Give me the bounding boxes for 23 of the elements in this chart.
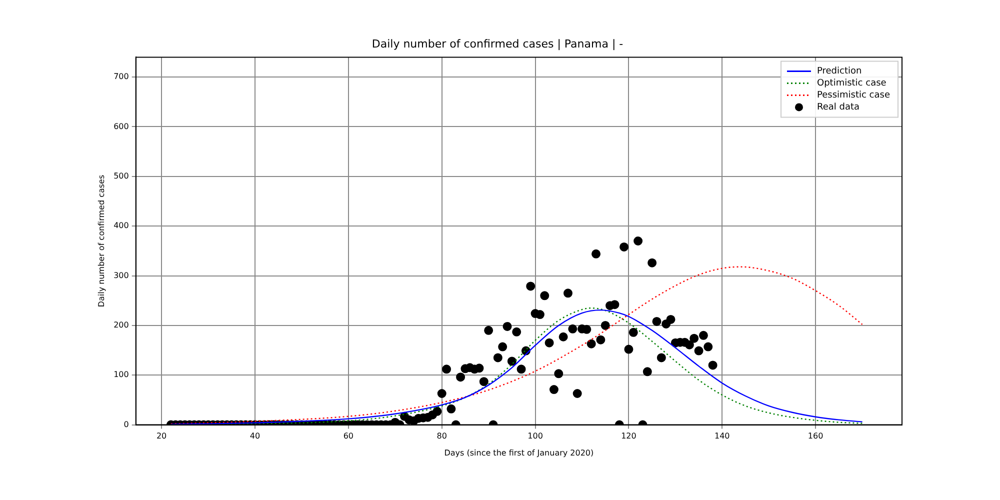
x-tick-label: 120 (621, 432, 636, 441)
y-axis-title: Daily number of confirmed cases (96, 174, 106, 308)
legend-label: Prediction (816, 66, 862, 77)
y-tick-label: 400 (114, 221, 129, 230)
y-tick-label: 300 (114, 270, 129, 280)
y-tick-label: 0 (124, 420, 129, 429)
y-tick-label: 100 (114, 370, 129, 380)
x-tick-label: 40 (250, 432, 260, 441)
y-tick-label: 700 (114, 72, 129, 82)
chart-title: Daily number of confirmed cases | Panama | - (372, 37, 624, 50)
legend-label: Pessimistic case (816, 90, 890, 101)
x-axis-title: Days (since the first of January 2020) (444, 448, 594, 458)
x-tick-label: 80 (436, 432, 447, 441)
x-tick-label: 160 (808, 432, 824, 441)
x-tick-label: 140 (714, 432, 730, 441)
legend-label: Optimistic case (816, 78, 887, 89)
x-tick-label: 100 (528, 432, 543, 441)
y-tick-label: 600 (114, 122, 129, 131)
legend-label: Real data (816, 102, 860, 113)
x-tick-label: 60 (343, 432, 354, 441)
y-tick-label: 500 (114, 172, 129, 180)
x-tick-label: 20 (156, 432, 167, 441)
y-tick-label: 200 (114, 320, 129, 330)
